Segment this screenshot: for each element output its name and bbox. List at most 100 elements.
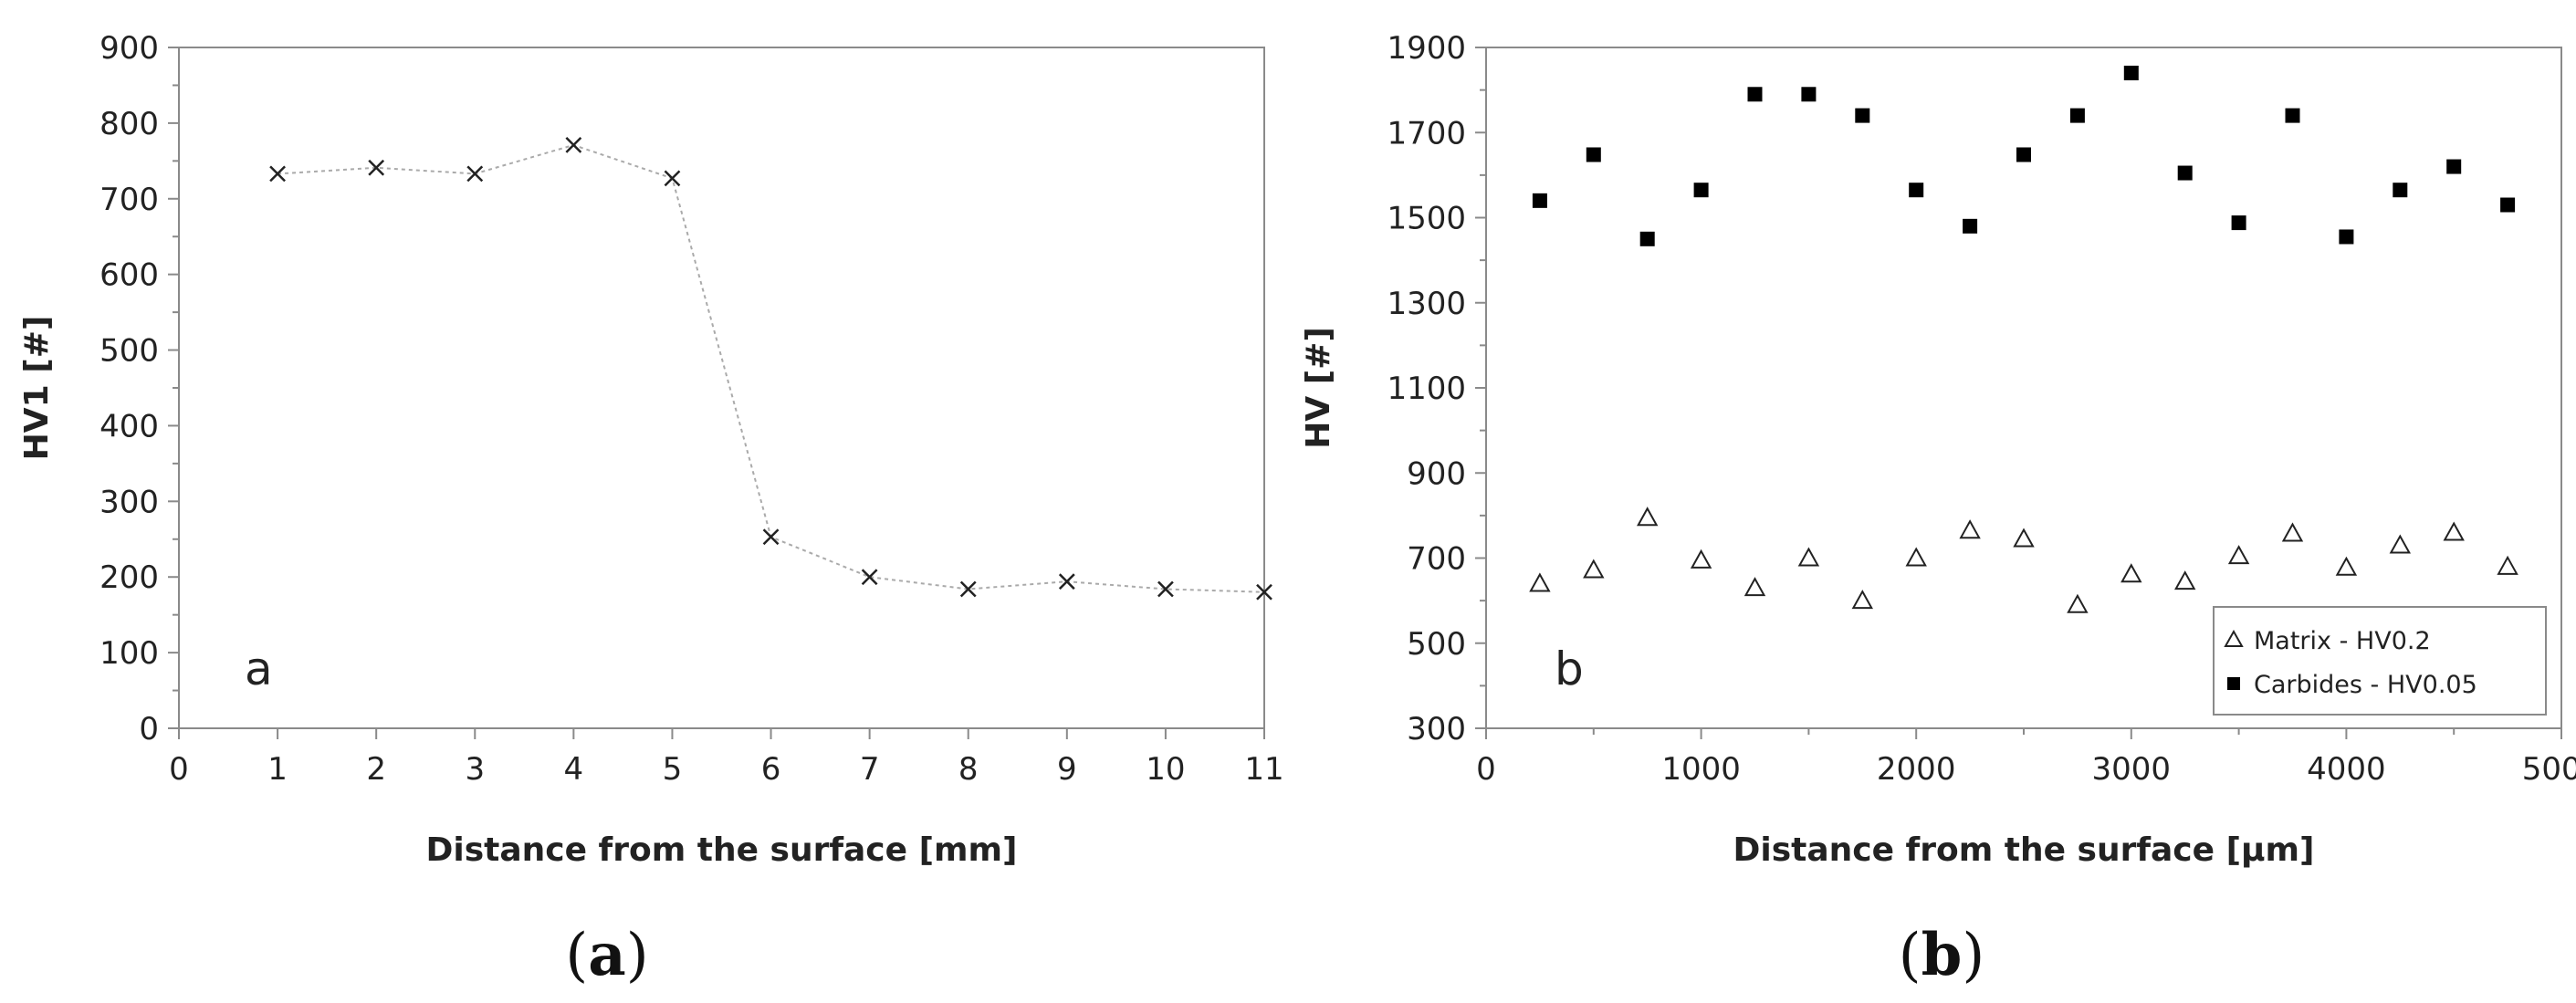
data-point-matrix: [2013, 528, 2035, 548]
data-point-matrix: [2389, 534, 2411, 554]
legend-box: [2213, 606, 2547, 716]
data-point-matrix: [1797, 547, 1820, 567]
data-point-carbides: [1693, 183, 1709, 198]
data-point-carbides: [1747, 87, 1763, 102]
y-tick-label: 1500: [1387, 201, 1466, 237]
y-tick-label: 300: [99, 484, 159, 520]
x-tick-label: 10: [1146, 751, 1185, 788]
x-tick-label: 9: [1057, 751, 1077, 788]
data-point-matrix: [2067, 593, 2089, 613]
series-line: [277, 143, 1265, 593]
x-tick-label: 2000: [1877, 751, 1956, 788]
data-point-matrix: [1690, 549, 1712, 569]
data-point-matrix: [2497, 555, 2518, 575]
x-tick-label: 3: [465, 751, 485, 788]
y-tick-label: 1900: [1387, 30, 1466, 67]
caption-open: (: [1899, 922, 1922, 989]
y-tick-label: 900: [99, 30, 159, 67]
x-axis-title: Distance from the surface [μm]: [1733, 831, 2314, 869]
y-tick-label: 1100: [1387, 371, 1466, 407]
data-point-carbides: [1801, 87, 1817, 102]
x-tick-label: 0: [169, 751, 189, 788]
data-point-x-marker: [762, 528, 780, 546]
caption-open: (: [565, 922, 588, 989]
data-point-matrix: [1959, 519, 1981, 539]
y-tick-label: 900: [1407, 455, 1466, 492]
data-point-carbides: [2069, 108, 2085, 123]
y-tick-label: 1300: [1387, 286, 1466, 322]
panel-caption: (b): [1899, 921, 1985, 989]
y-tick-label: 500: [99, 333, 159, 370]
data-point-matrix: [1744, 577, 1766, 597]
data-point-carbides: [1532, 193, 1547, 208]
x-tick-label: 1: [267, 751, 288, 788]
data-point-carbides: [1909, 183, 1924, 198]
data-point-carbides: [1963, 218, 1978, 234]
x-tick-label: 8: [958, 751, 979, 788]
data-point-carbides: [2177, 165, 2193, 181]
data-point-matrix: [2174, 570, 2196, 590]
data-point-carbides: [2231, 215, 2246, 231]
data-point-matrix: [1529, 572, 1551, 592]
data-point-carbides: [1586, 147, 1601, 162]
data-point-matrix: [2281, 522, 2304, 542]
y-tick-label: 0: [139, 711, 159, 747]
y-tick-label: 300: [1407, 711, 1466, 747]
y-tick-label: 800: [99, 106, 159, 142]
y-tick-label: 400: [99, 408, 159, 444]
data-point-carbides: [2016, 147, 2031, 162]
y-tick-label: 700: [1407, 541, 1466, 578]
legend-marker-matrix: [2224, 629, 2244, 647]
data-point-x-marker: [664, 170, 681, 187]
x-axis-title: Distance from the surface [mm]: [425, 831, 1017, 869]
y-axis-title: HV1 [#]: [18, 316, 56, 461]
x-tick-label: 5: [663, 751, 683, 788]
data-point-matrix: [2335, 556, 2358, 576]
y-tick-label: 1700: [1387, 115, 1466, 151]
data-point-matrix: [1905, 547, 1927, 567]
data-point-x-marker: [1256, 583, 1272, 601]
caption-close: ): [626, 922, 649, 989]
x-tick-label: 7: [860, 751, 880, 788]
y-tick-label: 500: [1407, 626, 1466, 663]
data-point-carbides: [1639, 231, 1655, 246]
data-point-carbides: [2446, 159, 2462, 174]
chart-panel-a: 0 100 200 300 400 500 600 700 800 900 0 1 2 3 4 5 6 7 8 9 10…: [18, 30, 1284, 989]
y-tick-label: 600: [99, 257, 159, 294]
caption-close: ): [1962, 922, 1984, 989]
legend-label: Carbides - HV0.05: [2254, 671, 2477, 699]
x-tick-label: 11: [1244, 751, 1283, 788]
x-tick-label: 1000: [1661, 751, 1741, 788]
data-point-x-marker: [959, 580, 977, 598]
data-point-carbides: [1855, 108, 1870, 123]
data-point-x-marker: [861, 569, 878, 586]
caption-letter: a: [588, 921, 625, 989]
data-point-carbides: [2393, 183, 2408, 198]
data-point-x-marker: [466, 165, 484, 183]
panel-annotation: a: [245, 643, 273, 695]
y-tick-label: 200: [99, 559, 159, 596]
data-point-x-marker: [1157, 580, 1174, 598]
data-point-matrix: [1637, 507, 1659, 527]
data-point-matrix: [2120, 563, 2142, 583]
data-point-x-marker: [1058, 573, 1075, 590]
caption-letter: b: [1922, 921, 1963, 989]
legend-label: Matrix - HV0.2: [2254, 627, 2431, 655]
data-point-carbides: [2339, 229, 2354, 245]
x-tick-label: 4000: [2307, 751, 2386, 788]
data-point-x-marker: [565, 137, 582, 153]
panel-caption: (a): [565, 921, 648, 989]
x-tick-label: 6: [761, 751, 781, 788]
data-point-x-marker: [368, 159, 385, 176]
chart-panel-b: 300 500 700 900 1100 1300 1500 1700 1900 0 1000 200…: [1300, 30, 2576, 989]
data-point-carbides: [2500, 197, 2516, 213]
x-tick-label: 2: [366, 751, 386, 788]
data-point-x-marker: [269, 165, 286, 183]
y-tick-label: 100: [99, 635, 159, 672]
data-point-matrix: [1851, 590, 1873, 610]
data-point-matrix: [1583, 559, 1605, 579]
x-tick-label: 4: [564, 751, 584, 788]
data-point-matrix: [2227, 545, 2250, 565]
x-tick-label: 5000: [2522, 751, 2576, 788]
